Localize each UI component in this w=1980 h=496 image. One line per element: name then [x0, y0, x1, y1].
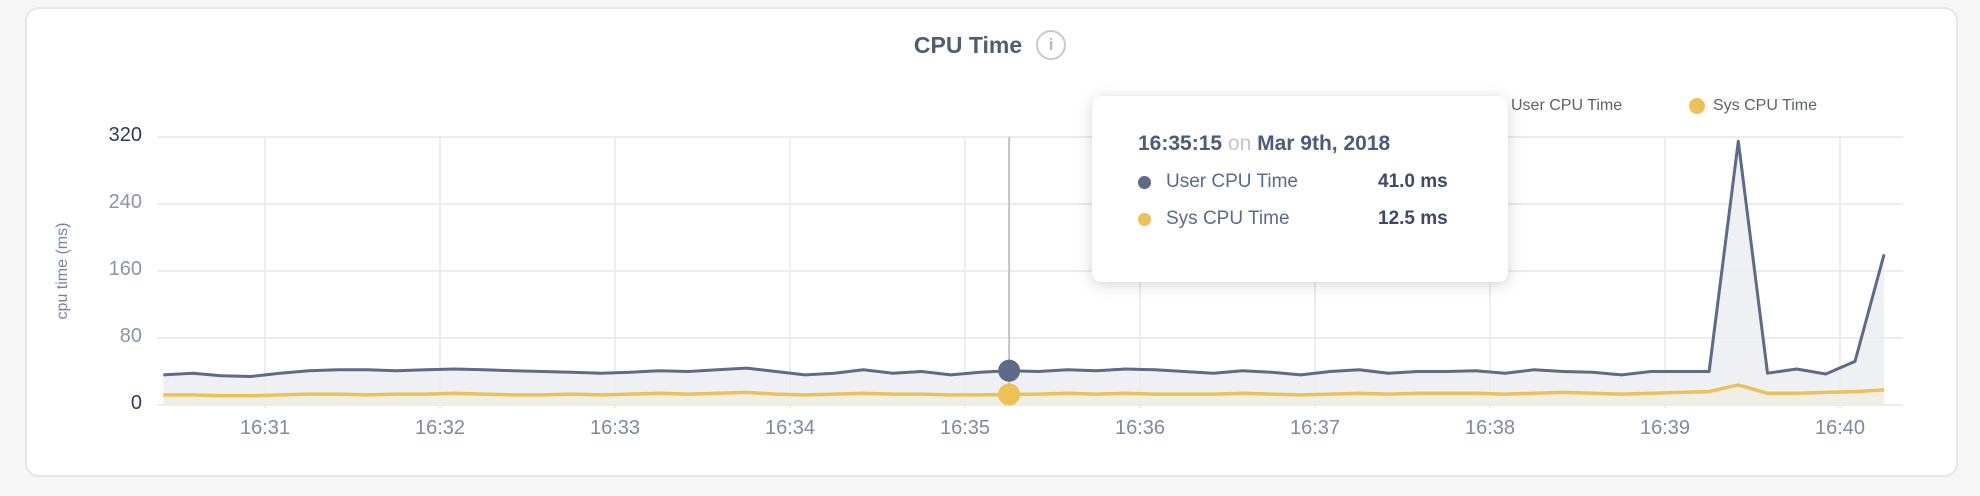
x-tick-label: 16:34: [764, 417, 816, 439]
sys-series-dot-icon: [1689, 98, 1705, 114]
tooltip-series-label: User CPU Time: [1166, 171, 1298, 192]
user-cpu-area: [163, 141, 1885, 405]
chart-title: CPU Time: [913, 31, 1023, 58]
x-tick-label: 16:32: [414, 417, 466, 439]
tooltip-series-label: Sys CPU Time: [1166, 208, 1290, 229]
tooltip-time: 16:35:15: [1138, 132, 1223, 155]
sys-series-dot-icon: [1138, 212, 1151, 226]
x-tick-label: 16:31: [239, 417, 291, 439]
y-tick-label: 240: [108, 191, 142, 213]
x-tick-label: 16:39: [1639, 417, 1691, 439]
x-tick-label: 16:37: [1289, 417, 1341, 439]
x-tick-label: 16:40: [1814, 417, 1866, 439]
chart-header: CPU Time i: [0, 30, 1980, 60]
legend-label: Sys CPU Time: [1713, 97, 1818, 114]
tooltip-series-value: 12.5 ms: [1378, 208, 1448, 229]
highlight-dot-user[interactable]: [998, 359, 1021, 382]
tooltip-row-sys: Sys CPU Time 12.5 ms: [1138, 208, 1508, 230]
legend-label: User CPU Time: [1511, 97, 1623, 114]
tooltip-date: Mar 9th, 2018: [1257, 132, 1391, 155]
user-cpu-line: [163, 139, 1886, 378]
y-tick-label: 320: [108, 124, 142, 146]
tooltip-row-user: User CPU Time 41.0 ms: [1138, 171, 1508, 193]
tooltip-series-value: 41.0 ms: [1378, 171, 1448, 192]
info-icon[interactable]: i: [1036, 30, 1067, 60]
legend-item-sys-cpu-time[interactable]: Sys CPU Time: [1689, 97, 1817, 115]
y-tick-label: 0: [130, 392, 142, 414]
x-tick-label: 16:36: [1114, 417, 1166, 439]
user-series-dot-icon: [1138, 175, 1151, 189]
y-tick-label: 80: [119, 325, 142, 347]
tooltip-heading: 16:35:15 on Mar 9th, 2018: [1138, 132, 1508, 156]
highlight-dot-sys[interactable]: [998, 383, 1021, 406]
sys-cpu-line: [163, 383, 1885, 398]
x-tick-label: 16:38: [1464, 417, 1516, 439]
x-tick-label: 16:35: [939, 417, 991, 439]
y-tick-label: 160: [108, 258, 142, 280]
chart-tooltip: 16:35:15 on Mar 9th, 2018 User CPU Time …: [1092, 96, 1508, 282]
tooltip-connector: on: [1227, 132, 1252, 155]
x-tick-label: 16:33: [589, 417, 641, 439]
